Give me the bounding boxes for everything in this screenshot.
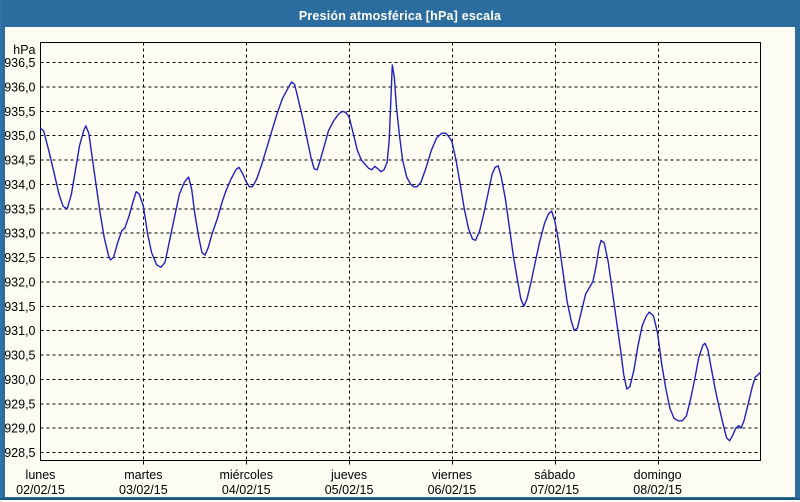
y-tick-label: 928,5 (5, 446, 36, 460)
day-label: miércoles (219, 468, 273, 482)
y-tick-label: 933,0 (5, 227, 36, 241)
pressure-line (39, 64, 762, 442)
y-tick-label: 930,5 (5, 349, 36, 363)
plot-border (40, 42, 761, 461)
y-tick-label: 931,0 (5, 324, 36, 338)
y-tick-label: 934,0 (5, 178, 36, 192)
day-label: sábado (534, 468, 575, 482)
title-bar: Presión atmosférica [hPa] escala (5, 5, 795, 27)
date-label: 02/02/15 (16, 483, 65, 497)
y-tick-label: 935,5 (5, 105, 36, 119)
y-tick-label: 929,0 (5, 422, 36, 436)
window-title: Presión atmosférica [hPa] escala (298, 9, 502, 23)
y-tick-label: 932,0 (5, 275, 36, 289)
pressure-chart-svg: 936,5 936,0 935,5 935,0 934,5 934,0 933,5 933,0… (4, 42, 762, 497)
date-label: 05/02/15 (325, 483, 374, 497)
y-tick-label: 932,5 (5, 251, 36, 265)
date-label: 07/02/15 (530, 483, 579, 497)
y-tick-label: 936,0 (5, 80, 36, 94)
day-label: domingo (634, 468, 682, 482)
date-label: 08/02/15 (633, 483, 682, 497)
day-label: jueves (330, 468, 367, 482)
y-tick-label: 930,0 (5, 373, 36, 387)
date-label: 03/02/15 (119, 483, 168, 497)
day-label: viernes (432, 468, 472, 482)
date-label: 06/02/15 (428, 483, 477, 497)
y-tick-label: 934,5 (5, 154, 36, 168)
y-tick-label: 933,5 (5, 202, 36, 216)
y-tick-label: 931,5 (5, 300, 36, 314)
y-tick-label: 935,0 (5, 129, 36, 143)
day-label: martes (124, 468, 162, 482)
y-axis-unit-label: hPa (13, 43, 35, 57)
day-label: lunes (26, 468, 56, 482)
date-label: 04/02/15 (222, 483, 271, 497)
y-tick-label: 929,5 (5, 397, 36, 411)
y-tick-label: 936,5 (5, 56, 36, 70)
chart-area: 936,5 936,0 935,5 935,0 934,5 934,0 933,5 933,0… (4, 27, 795, 497)
